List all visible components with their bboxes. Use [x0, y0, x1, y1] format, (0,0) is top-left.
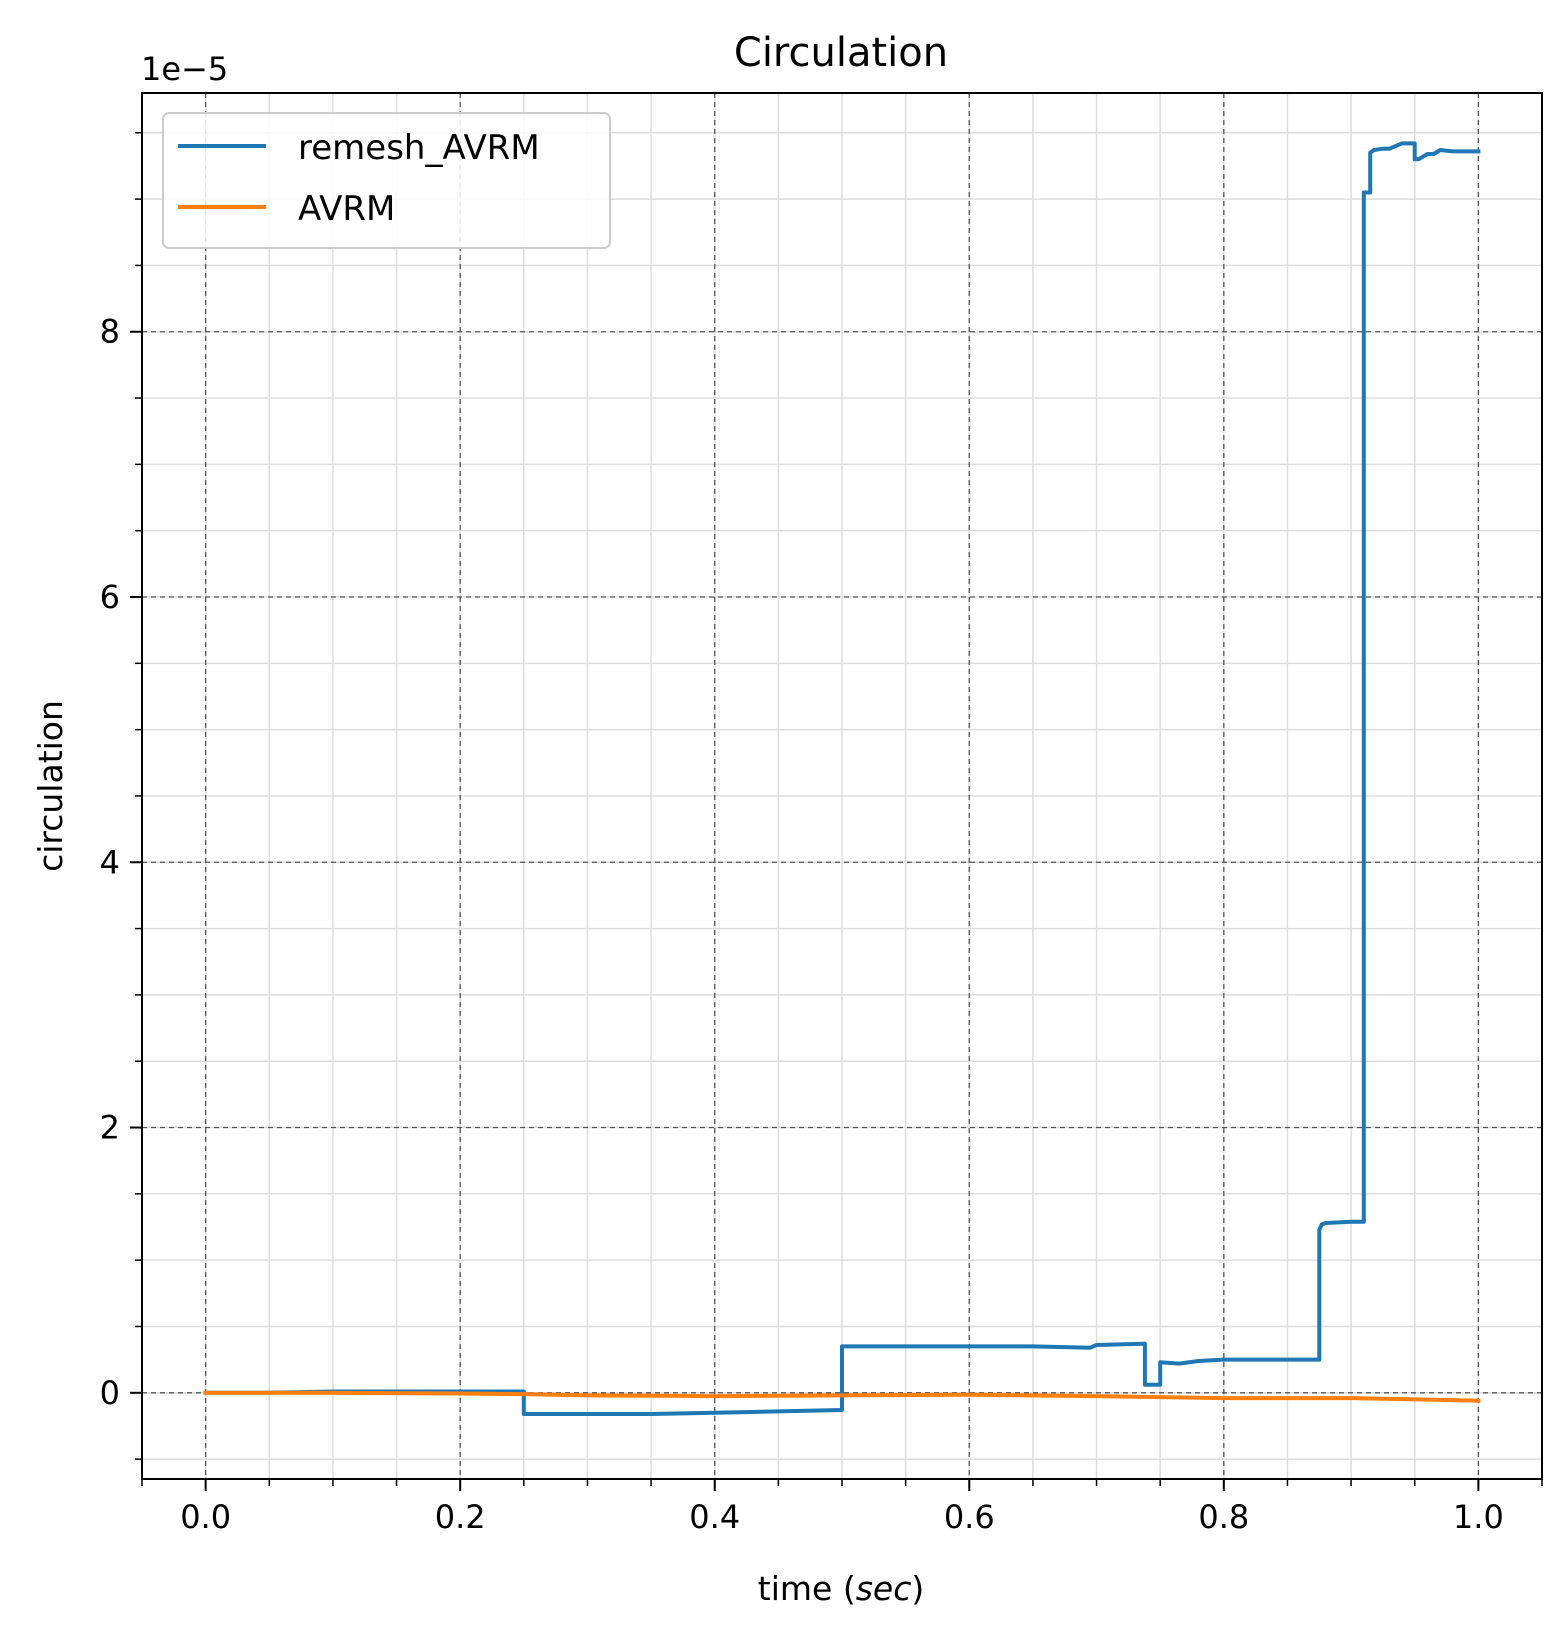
y-tick-label: 2: [100, 1109, 120, 1147]
x-tick-label: 0.0: [180, 1498, 231, 1536]
x-tick-labels: 0.0 0.2 0.4 0.6 0.8 1.0: [180, 1498, 1504, 1536]
x-tick-label: 0.6: [944, 1498, 995, 1536]
x-tick-label: 1.0: [1453, 1498, 1504, 1536]
series-line-avrm: [203, 1390, 1481, 1403]
major-grid: [142, 93, 1542, 1479]
y-offset-label: 1e−5: [141, 50, 228, 88]
legend-label-remesh-avrm: remesh_AVRM: [298, 128, 540, 168]
x-axis-label: time (sec): [758, 1569, 924, 1608]
series-layer: [203, 141, 1481, 1416]
x-axis-label-unit: sec: [856, 1569, 912, 1608]
x-tick-label: 0.2: [435, 1498, 486, 1536]
legend-label-avrm: AVRM: [298, 189, 395, 229]
y-tick-label: 0: [100, 1374, 120, 1412]
y-tick-label: 8: [100, 313, 120, 351]
series-line-remesh-avrm: [203, 141, 1481, 1416]
x-axis-label-prefix: time (: [758, 1569, 856, 1608]
axis-ticks: [130, 132, 1543, 1491]
x-tick-label: 0.4: [689, 1498, 740, 1536]
y-tick-label: 6: [100, 578, 120, 616]
legend-box: [162, 112, 611, 249]
x-axis-label-suffix: ): [911, 1569, 924, 1608]
y-axis-label: circulation: [31, 700, 70, 872]
y-tick-label: 4: [100, 843, 120, 881]
chart-title: Circulation: [734, 30, 948, 76]
legend: remesh_AVRM AVRM: [162, 112, 611, 249]
y-tick-labels: 0 2 4 6 8: [100, 313, 120, 1412]
x-tick-label: 0.8: [1198, 1498, 1249, 1536]
